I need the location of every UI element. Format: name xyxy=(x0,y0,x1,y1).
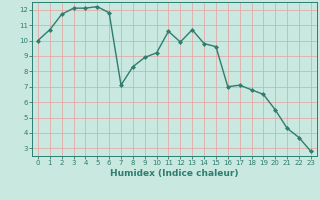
X-axis label: Humidex (Indice chaleur): Humidex (Indice chaleur) xyxy=(110,169,239,178)
